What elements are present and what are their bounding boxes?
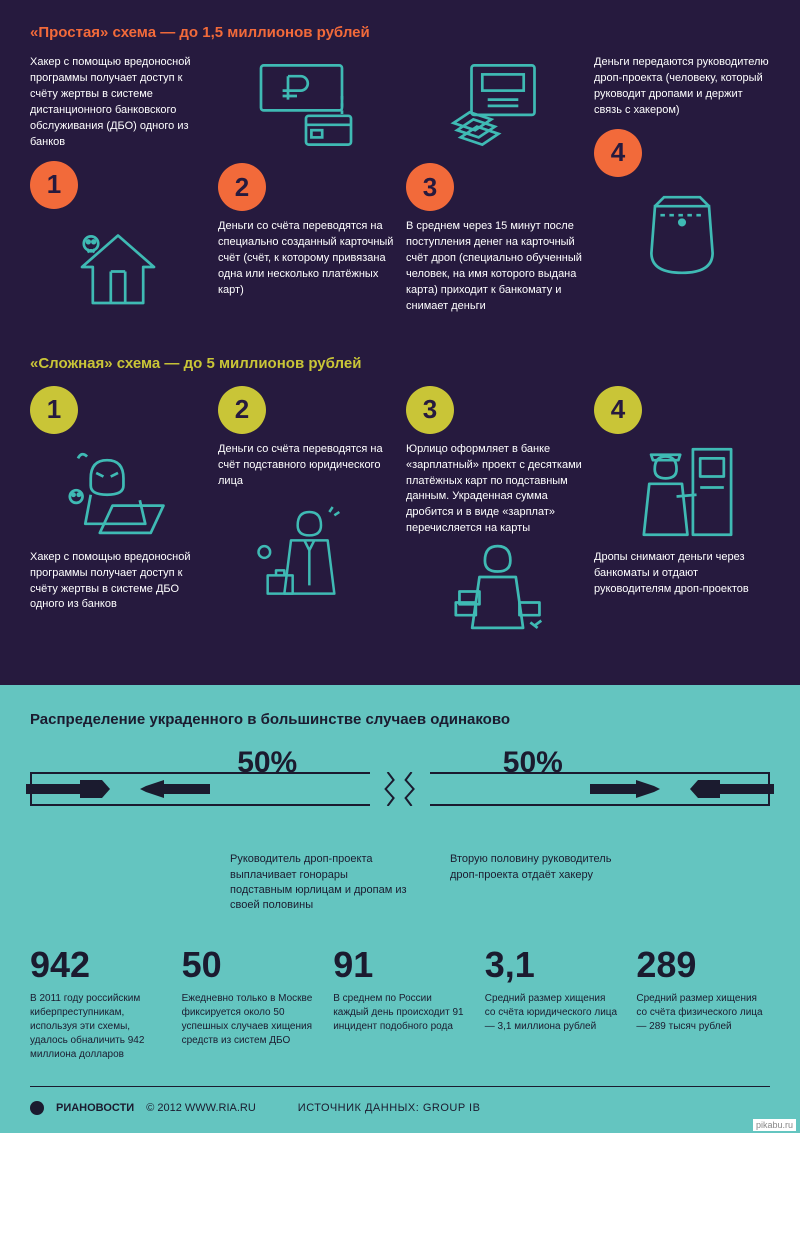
step-text: Деньги со счёта переводятся на специальн… [218, 219, 394, 299]
stats-row: 942 В 2011 году российским киберпреступн… [30, 944, 770, 1062]
step-text: Деньги передаются руководителю дроп-прое… [594, 55, 770, 119]
copyright: © 2012 WWW.RIA.RU [146, 1102, 256, 1114]
stat-1: 942 В 2011 году российским киберпреступн… [30, 944, 164, 1062]
scheme2: 1 Хакер с помощью вредоносной программы … [30, 386, 770, 646]
source: ИСТОЧНИК ДАННЫХ: GROUP IB [298, 1102, 481, 1114]
stat-text: Средний размер хищения со счёта физическ… [636, 992, 770, 1034]
stat-text: Ежедневно только в Москве фиксируется ок… [182, 992, 316, 1048]
stat-3: 91 В среднем по России каждый день проис… [333, 944, 467, 1062]
step-text: Хакер с помощью вредоносной программы по… [30, 550, 206, 614]
dist-left-text: Руководитель дроп-проекта выплачивает го… [230, 852, 410, 914]
scheme2-title: «Сложная» схема — до 5 миллионов рублей [30, 355, 770, 372]
distribution-bar: 50% 50% [30, 746, 770, 834]
scheme2-step-3: 3 Юрлицо оформляет в банке «зарплатный» … [406, 386, 582, 646]
hand-right-icon [684, 774, 774, 804]
stat-num: 3,1 [485, 944, 619, 986]
stat-num: 50 [182, 944, 316, 986]
step-badge: 3 [406, 386, 454, 434]
step-badge: 2 [218, 163, 266, 211]
stat-2: 50 Ежедневно только в Москве фиксируется… [182, 944, 316, 1062]
scheme1-step-1: Хакер с помощью вредоносной программы по… [30, 55, 206, 325]
hand-right2-icon [590, 774, 660, 804]
step-badge: 2 [218, 386, 266, 434]
step-text: Хакер с помощью вредоносной программы по… [30, 55, 206, 151]
step-badge: 3 [406, 163, 454, 211]
stat-4: 3,1 Средний размер хищения со счёта юрид… [485, 944, 619, 1062]
step-text: В среднем через 15 минут после поступлен… [406, 219, 582, 315]
stat-num: 91 [333, 944, 467, 986]
footer: РИАНОВОСТИ © 2012 WWW.RIA.RU ИСТОЧНИК ДА… [30, 1086, 770, 1115]
money-person-icon [406, 537, 582, 637]
hacker-icon [30, 442, 206, 542]
atm-icon [406, 55, 582, 155]
stat-text: В среднем по России каждый день происход… [333, 992, 467, 1034]
logo-icon [30, 1101, 44, 1115]
scheme1-step-4: Деньги передаются руководителю дроп-прое… [594, 55, 770, 325]
hand-left2-icon [140, 774, 210, 804]
house-skull-icon [30, 217, 206, 317]
hand-left-icon [26, 774, 116, 804]
stat-num: 942 [30, 944, 164, 986]
teal-section: Распределение украденного в большинстве … [0, 685, 800, 1133]
tear-icon [370, 772, 429, 806]
pocket-icon [594, 185, 770, 285]
distribution-texts: Руководитель дроп-проекта выплачивает го… [230, 852, 770, 914]
distribution-title: Распределение украденного в большинстве … [30, 711, 770, 728]
step-badge: 1 [30, 161, 78, 209]
scheme2-step-4: 4 Дропы снимают деньги через банкоматы и… [594, 386, 770, 646]
businessman-icon [218, 502, 394, 602]
step-badge: 1 [30, 386, 78, 434]
scheme1-step-3: 3 В среднем через 15 минут после поступл… [406, 55, 582, 325]
scheme2-step-1: 1 Хакер с помощью вредоносной программы … [30, 386, 206, 646]
dark-section: «Простая» схема — до 1,5 миллионов рубле… [0, 0, 800, 685]
step-badge: 4 [594, 386, 642, 434]
stat-num: 289 [636, 944, 770, 986]
card-ruble-icon [218, 55, 394, 155]
watermark: pikabu.ru [753, 1119, 796, 1131]
brand: РИАНОВОСТИ [56, 1102, 134, 1114]
dist-right-text: Вторую половину руководитель дроп-проект… [450, 852, 630, 914]
step-text: Юрлицо оформляет в банке «зарплатный» пр… [406, 442, 582, 538]
atm-person-icon [594, 442, 770, 542]
stat-text: Средний размер хищения со счёта юридичес… [485, 992, 619, 1034]
step-text: Деньги со счёта переводятся на счёт подс… [218, 442, 394, 502]
scheme1-step-2: 2 Деньги со счёта переводятся на специал… [218, 55, 394, 325]
stat-5: 289 Средний размер хищения со счёта физи… [636, 944, 770, 1062]
step-badge: 4 [594, 129, 642, 177]
stat-text: В 2011 году российским киберпреступникам… [30, 992, 164, 1062]
step-text: Дропы снимают деньги через банкоматы и о… [594, 550, 770, 598]
scheme1: Хакер с помощью вредоносной программы по… [30, 55, 770, 325]
scheme2-step-2: 2 Деньги со счёта переводятся на счёт по… [218, 386, 394, 646]
scheme1-title: «Простая» схема — до 1,5 миллионов рубле… [30, 24, 770, 41]
